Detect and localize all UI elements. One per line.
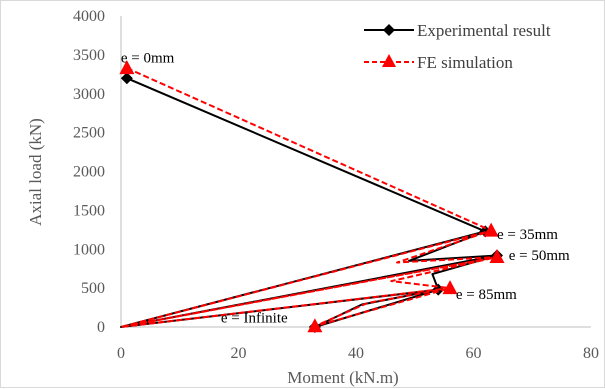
legend: Experimental result FE simulation <box>364 21 551 72</box>
legend-item-fe-simulation: FE simulation <box>364 53 513 72</box>
data-point-triangle <box>442 280 458 295</box>
x-tick-label: 80 <box>583 345 599 362</box>
eccentricity-label: e = Infinite <box>221 310 288 326</box>
x-tick-label: 0 <box>117 345 125 362</box>
legend-label-fe: FE simulation <box>417 53 513 72</box>
y-tick-label: 4000 <box>73 8 105 25</box>
data-point-triangle <box>489 249 505 264</box>
eccentricity-label: e = 85mm <box>456 287 517 303</box>
x-tick-label: 20 <box>231 345 247 362</box>
series-layer <box>119 60 505 333</box>
axes-layer <box>120 16 591 328</box>
y-tick-label: 1000 <box>73 241 105 258</box>
x-tick-label: 60 <box>466 345 482 362</box>
legend-marker-fe <box>382 54 396 67</box>
legend-label-experimental: Experimental result <box>417 21 551 40</box>
legend-marker-experimental <box>383 24 395 36</box>
y-tick-label: 0 <box>97 319 105 336</box>
eccentricity-label: e = 35mm <box>497 227 558 243</box>
series-fe-simulation <box>119 60 505 333</box>
y-tick-label: 3500 <box>73 47 105 64</box>
y-tick-label: 3000 <box>73 86 105 103</box>
x-axis-title: Moment (kN.m) <box>287 368 398 387</box>
data-point-triangle <box>483 222 499 237</box>
y-tick-label: 500 <box>81 280 105 297</box>
data-point-triangle <box>119 60 135 75</box>
x-tick-label: 40 <box>348 345 364 362</box>
ticks-layer: 0 500 1000 1500 2000 2500 3000 3500 4000 0 20 40 60 8… <box>73 8 599 362</box>
data-point-triangle <box>307 318 323 333</box>
y-axis-title: Axial load (kN) <box>26 118 45 226</box>
eccentricity-label: e = 0mm <box>121 51 175 67</box>
y-tick-label: 1500 <box>73 202 105 219</box>
annotation-layer: e = 0mm e = 35mm e = 50mm e = 85mm e = Infin… <box>121 51 570 327</box>
data-point-diamond <box>120 72 133 85</box>
eccentricity-label: e = 50mm <box>509 248 570 264</box>
legend-item-experimental: Experimental result <box>364 21 551 40</box>
y-tick-label: 2500 <box>73 125 105 142</box>
y-tick-label: 2000 <box>73 164 105 181</box>
